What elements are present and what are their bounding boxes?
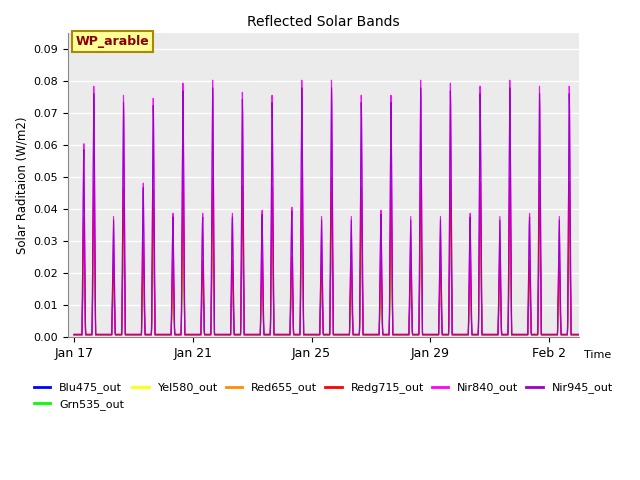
Y-axis label: Solar Raditaion (W/m2): Solar Raditaion (W/m2) <box>15 117 28 254</box>
Title: Reflected Solar Bands: Reflected Solar Bands <box>247 15 400 29</box>
Text: WP_arable: WP_arable <box>76 35 149 48</box>
Text: Time: Time <box>584 349 611 360</box>
Legend: Blu475_out, Grn535_out, Yel580_out, Red655_out, Redg715_out, Nir840_out, Nir945_: Blu475_out, Grn535_out, Yel580_out, Red6… <box>29 378 618 414</box>
